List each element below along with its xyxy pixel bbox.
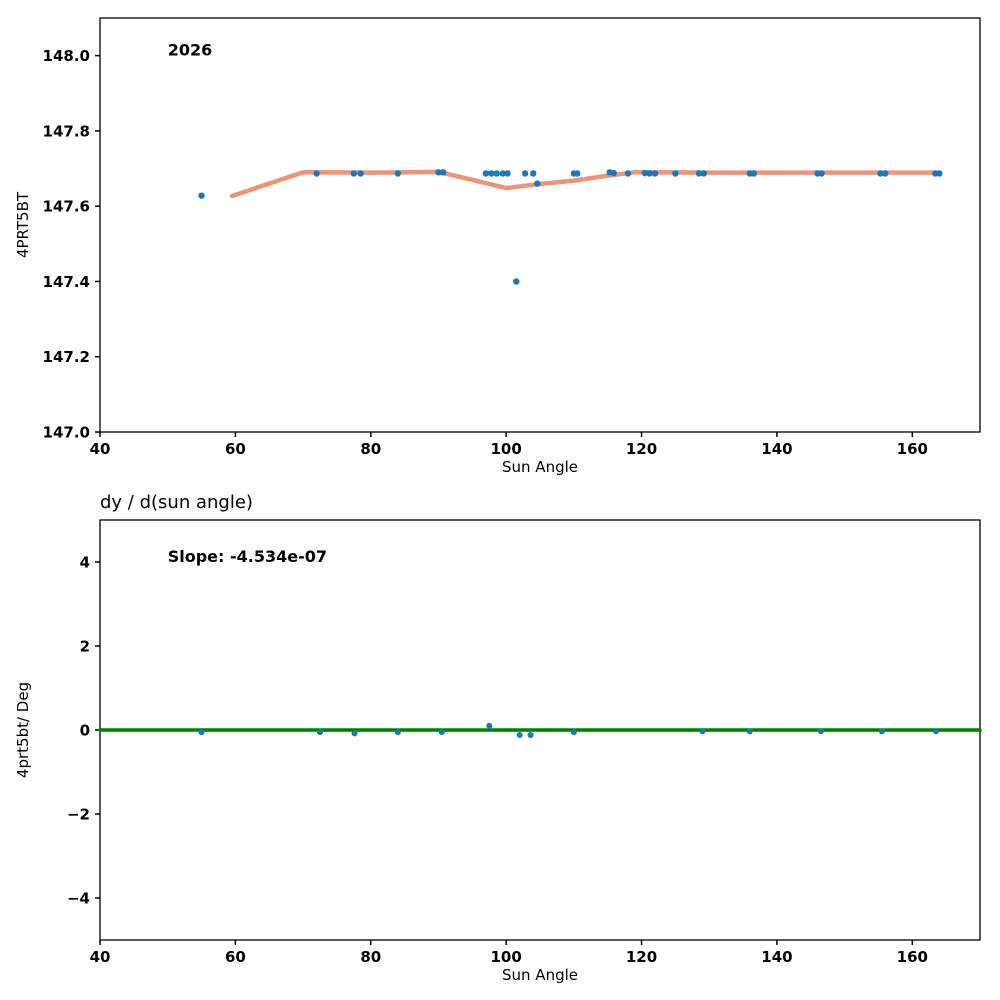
- scatter-point: [570, 729, 577, 736]
- scatter-point: [499, 170, 506, 177]
- annotation-text: 2026: [168, 41, 213, 60]
- scatter-point: [313, 170, 320, 177]
- x-tick-label: 80: [360, 948, 381, 966]
- scatter-point: [641, 169, 649, 177]
- scatter-point: [672, 170, 679, 177]
- x-tick-label: 160: [897, 440, 928, 458]
- scatter-point: [521, 170, 529, 177]
- scatter-point: [695, 170, 703, 177]
- scatter-point: [646, 170, 653, 177]
- scatter-point: [936, 170, 943, 177]
- chart-title: dy / d(sun angle): [100, 492, 253, 513]
- scatter-point: [700, 170, 708, 177]
- scatter-point: [933, 728, 939, 735]
- x-tick-label: 40: [90, 948, 111, 966]
- x-tick-label: 120: [626, 948, 657, 966]
- y-tick-label: −4: [67, 890, 90, 908]
- scatter-point: [435, 169, 442, 176]
- scatter-point: [877, 170, 884, 177]
- scatter-point: [818, 170, 825, 177]
- scatter-point: [651, 170, 659, 177]
- x-tick-label: 100: [490, 440, 521, 458]
- scatter-point: [350, 170, 358, 177]
- x-tick-label: 140: [761, 948, 792, 966]
- scatter-point: [516, 732, 523, 739]
- scatter-point: [750, 170, 758, 177]
- scatter-point: [317, 729, 323, 736]
- scatter-point: [817, 728, 824, 735]
- scatter-point: [574, 170, 581, 177]
- y-tick-label: 148.0: [43, 47, 90, 65]
- y-tick-label: 2: [80, 638, 90, 656]
- bottom-chart-derivative-vs-sun-angle: 40 60 80 100 120 140 160 −4 −2 0 2 4 Sun Angle 4prt5b…: [14, 492, 982, 984]
- y-tick-label: 147.8: [43, 122, 90, 140]
- scatter-point: [699, 728, 706, 735]
- x-axis-label: Sun Angle: [502, 458, 578, 476]
- plot-border: [99, 17, 981, 433]
- y-tick-label: −2: [67, 806, 90, 824]
- scatter-point: [438, 729, 445, 736]
- scatter-point: [534, 180, 541, 187]
- x-tick-label: 140: [761, 440, 792, 458]
- y-axis-label: 4prt5bt/ Deg: [14, 682, 32, 778]
- trend-line: [229, 169, 942, 199]
- y-tick-label: 147.6: [43, 198, 90, 216]
- x-tick-label: 120: [626, 440, 657, 458]
- x-tick-label: 60: [225, 440, 246, 458]
- y-tick-label: 4: [80, 554, 90, 572]
- x-tick-label: 100: [490, 948, 521, 966]
- y-tick-label: 147.2: [43, 348, 90, 366]
- top-chart-4prt5bt-vs-sun-angle: 40 60 80 100 120 140 160 147.0 147.2 147.4 147.6 14…: [14, 17, 981, 476]
- scatter-point: [488, 170, 495, 177]
- scatter-point: [527, 732, 534, 739]
- scatter-point: [394, 170, 402, 177]
- scatter-point: [624, 170, 632, 177]
- y-tick-label: 0: [80, 722, 90, 740]
- scatter-point: [746, 728, 753, 735]
- scatter-point: [878, 728, 885, 735]
- scatter-point: [482, 170, 490, 177]
- scatter-point: [530, 170, 537, 177]
- x-tick-label: 160: [897, 948, 928, 966]
- x-tick-label: 40: [90, 440, 111, 458]
- y-axis-label: 4PRT5BT: [14, 191, 32, 258]
- derivatives-scatter-series: [198, 722, 939, 739]
- scatter-point: [513, 278, 520, 285]
- scatter-point: [357, 170, 364, 177]
- scatter-point: [882, 170, 889, 177]
- scatter-point: [198, 192, 205, 199]
- scatter-point: [493, 170, 500, 177]
- y-tick-label: 147.4: [43, 273, 90, 291]
- scatter-point: [198, 729, 205, 736]
- x-tick-label: 80: [360, 440, 381, 458]
- scatter-point: [504, 170, 511, 177]
- scatter-point: [440, 169, 447, 176]
- scatter-point: [486, 722, 493, 729]
- measurements-scatter-series: [198, 169, 943, 285]
- x-tick-label: 60: [225, 948, 246, 966]
- scatter-point: [610, 169, 617, 177]
- scatter-point: [351, 730, 358, 737]
- y-tick-label: 147.0: [43, 424, 90, 442]
- x-axis-label: Sun Angle: [502, 966, 578, 984]
- annotation-text: Slope: -4.534e-07: [168, 547, 327, 566]
- scatter-point: [394, 729, 401, 736]
